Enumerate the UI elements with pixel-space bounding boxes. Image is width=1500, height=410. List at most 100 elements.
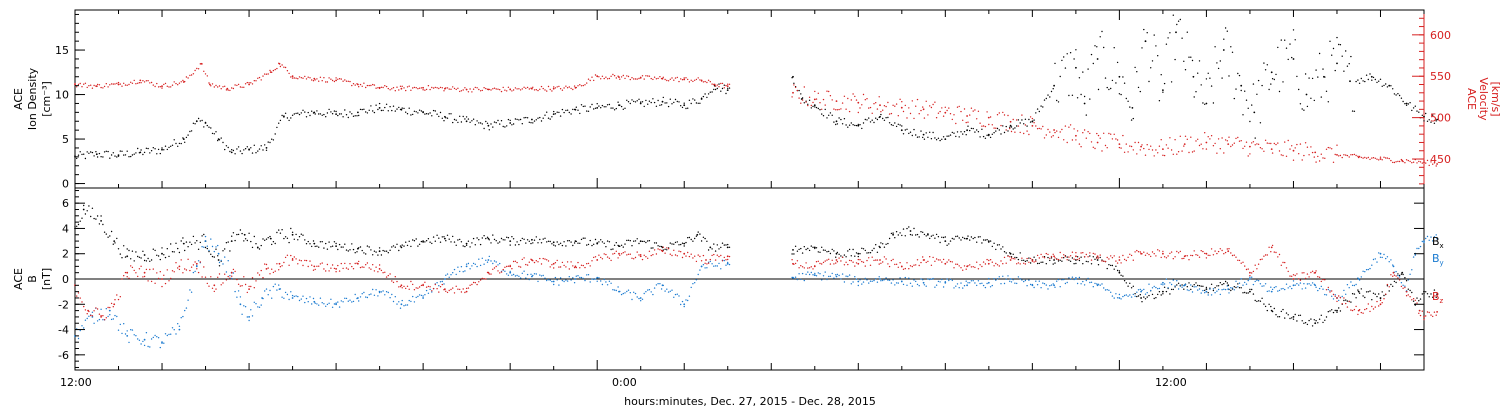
by-point [1012,279,1014,281]
density-point [180,142,182,145]
density-point [700,97,703,99]
bz-point [857,258,859,261]
bz-point [1242,261,1244,263]
bz-point [217,276,219,278]
velocity-point [1184,135,1187,137]
density-point [365,111,367,113]
bx-point [478,239,480,241]
density-point [1186,31,1189,33]
bz-point [286,254,289,256]
velocity-point [103,85,106,88]
bx-point [82,208,85,211]
velocity-point [723,87,725,89]
bz-point [911,265,913,268]
density-point [96,156,99,158]
bx-point [603,242,605,244]
density-point [444,115,446,118]
by-point [119,323,122,326]
bz-point [1063,254,1065,256]
density-point [260,145,262,147]
density-point [429,112,431,114]
bz-point [640,254,642,256]
by-point [1146,292,1148,294]
bx-point [239,229,242,231]
bx-point [606,240,609,242]
bx-point [279,232,282,234]
bx-point [481,237,483,239]
by-point [351,301,353,303]
bz-point [483,278,485,280]
bx-point [1350,301,1352,303]
density-point [1416,110,1418,112]
by-point [1325,294,1328,296]
bx-point [681,242,684,244]
velocity-point [100,86,102,89]
bx-point [1304,322,1307,324]
by-point [425,289,428,292]
bx-point [145,260,148,262]
bz-point [542,257,544,260]
velocity-point [721,82,724,85]
bx-point [1052,263,1054,265]
bz-point [392,281,395,284]
bz-point [507,265,510,267]
by-point [1282,287,1284,290]
velocity-point [410,89,412,92]
bx-point [445,240,447,242]
by-point [178,328,181,331]
bz-point [1069,255,1072,257]
bz-point [1341,303,1343,305]
velocity-point [1059,131,1061,133]
bz-point [142,276,144,278]
by-point [532,274,534,277]
velocity-point [660,77,663,80]
bz-point [79,297,81,299]
velocity-point [1160,139,1162,141]
by-point [556,279,558,281]
density-point [1398,94,1401,97]
bz-point [960,267,962,269]
velocity-point [1230,145,1232,148]
bz-point [572,265,574,267]
by-point [899,277,901,279]
bz-point [1059,251,1061,254]
density-point [680,105,682,107]
bx-point [1089,255,1091,257]
by-point [291,294,294,297]
velocity-point [361,85,363,88]
density-point [486,122,489,125]
density-point [885,117,887,119]
by-point [1388,261,1390,263]
velocity-point [970,107,973,109]
density-point [1421,114,1424,117]
velocity-point [615,77,617,79]
density-point [1392,88,1394,90]
density-point [671,103,673,105]
density-point [173,139,175,141]
bx-point [1073,263,1075,265]
density-point [620,105,623,108]
bx-point [297,239,299,241]
by-point [1111,295,1114,297]
density-point [284,112,287,115]
by-point [311,303,313,305]
bz-point [443,289,445,291]
by-point [286,293,289,296]
bx-point [1263,303,1265,305]
bx-point [1282,308,1284,311]
bx-point [537,242,539,244]
density-point [471,120,473,122]
density-point [840,118,842,121]
velocity-point [1367,156,1370,159]
density-point [1096,58,1099,60]
bx-point [1125,282,1128,284]
velocity-point [1132,149,1135,151]
velocity-point [1296,143,1298,146]
bz-point [113,303,116,306]
bx-point [935,233,938,236]
density-point [159,152,161,155]
bx-point [960,239,962,241]
bx-point [969,239,971,241]
bx-point [312,240,315,242]
by-point [537,280,539,283]
